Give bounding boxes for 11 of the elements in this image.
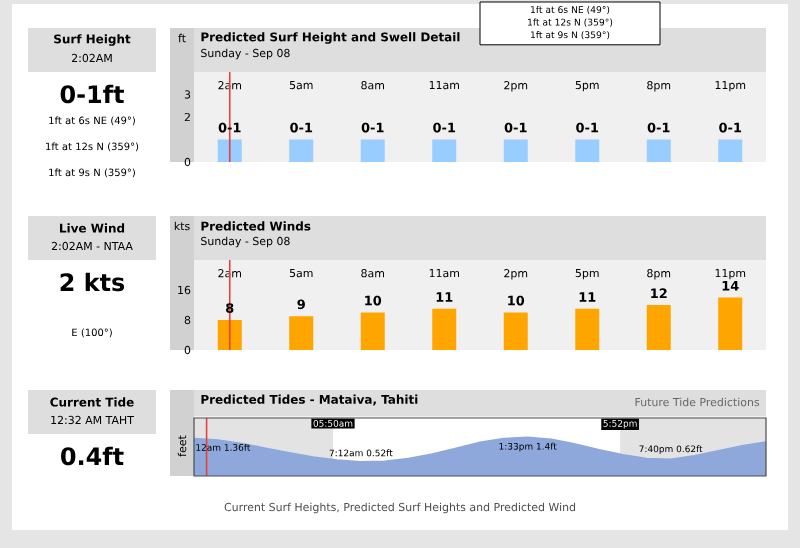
bar (360, 312, 385, 351)
bar (217, 320, 242, 351)
bar (575, 308, 600, 351)
text: 0.4ft (61, 446, 124, 466)
text: 2 kts (60, 272, 125, 292)
bar (289, 316, 314, 351)
text: 0-1ft (60, 84, 124, 104)
bar (718, 297, 743, 351)
bar (432, 308, 457, 351)
bar (646, 305, 671, 351)
bar (503, 312, 528, 351)
